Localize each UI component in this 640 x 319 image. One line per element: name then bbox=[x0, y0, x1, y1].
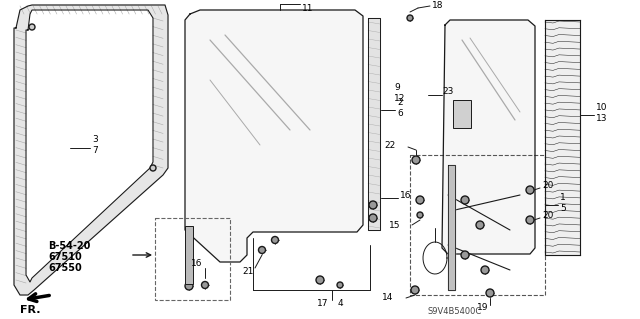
Text: 1
5: 1 5 bbox=[560, 193, 566, 213]
Text: FR.: FR. bbox=[20, 305, 40, 315]
Text: 18: 18 bbox=[432, 1, 444, 10]
Polygon shape bbox=[14, 5, 168, 295]
Text: 14: 14 bbox=[381, 293, 393, 302]
Text: 16: 16 bbox=[191, 258, 203, 268]
Text: 67510: 67510 bbox=[48, 252, 82, 262]
Circle shape bbox=[476, 221, 484, 229]
Circle shape bbox=[481, 266, 489, 274]
Text: 19: 19 bbox=[477, 303, 489, 313]
Text: 20: 20 bbox=[542, 182, 554, 190]
Circle shape bbox=[337, 282, 343, 288]
Circle shape bbox=[369, 214, 377, 222]
Text: S9V4B5400C: S9V4B5400C bbox=[428, 308, 482, 316]
Text: 16: 16 bbox=[400, 191, 412, 201]
Text: 15: 15 bbox=[388, 220, 400, 229]
Polygon shape bbox=[442, 20, 535, 254]
Circle shape bbox=[29, 24, 35, 30]
Circle shape bbox=[461, 251, 469, 259]
Text: 4: 4 bbox=[337, 300, 343, 308]
Circle shape bbox=[271, 236, 278, 243]
Text: 10
13: 10 13 bbox=[596, 103, 607, 123]
Circle shape bbox=[486, 289, 494, 297]
Polygon shape bbox=[368, 18, 380, 230]
Text: 21: 21 bbox=[243, 268, 253, 277]
Text: 9
12: 9 12 bbox=[394, 83, 405, 103]
Text: 23: 23 bbox=[442, 87, 454, 96]
Polygon shape bbox=[185, 10, 363, 262]
Circle shape bbox=[369, 201, 377, 209]
Circle shape bbox=[412, 156, 420, 164]
Polygon shape bbox=[448, 165, 455, 290]
Circle shape bbox=[259, 247, 266, 254]
Bar bbox=[410, 155, 545, 295]
Text: 3
7: 3 7 bbox=[92, 135, 98, 155]
Bar bbox=[185, 226, 193, 284]
Circle shape bbox=[461, 196, 469, 204]
Text: 8
11: 8 11 bbox=[302, 0, 314, 13]
Text: 20: 20 bbox=[542, 211, 554, 220]
Circle shape bbox=[316, 276, 324, 284]
Polygon shape bbox=[545, 20, 580, 255]
Circle shape bbox=[407, 15, 413, 21]
Circle shape bbox=[411, 286, 419, 294]
Circle shape bbox=[526, 216, 534, 224]
Text: 67550: 67550 bbox=[48, 263, 82, 273]
Text: 17: 17 bbox=[317, 300, 329, 308]
Text: 2
6: 2 6 bbox=[397, 98, 403, 118]
Text: B-54-20: B-54-20 bbox=[48, 241, 90, 251]
Polygon shape bbox=[26, 10, 153, 282]
Circle shape bbox=[202, 281, 209, 288]
Bar bbox=[155, 218, 230, 300]
Circle shape bbox=[416, 196, 424, 204]
Circle shape bbox=[526, 186, 534, 194]
Circle shape bbox=[150, 165, 156, 171]
Text: 22: 22 bbox=[385, 140, 396, 150]
Circle shape bbox=[417, 212, 423, 218]
Bar bbox=[453, 100, 471, 128]
Circle shape bbox=[185, 282, 193, 290]
